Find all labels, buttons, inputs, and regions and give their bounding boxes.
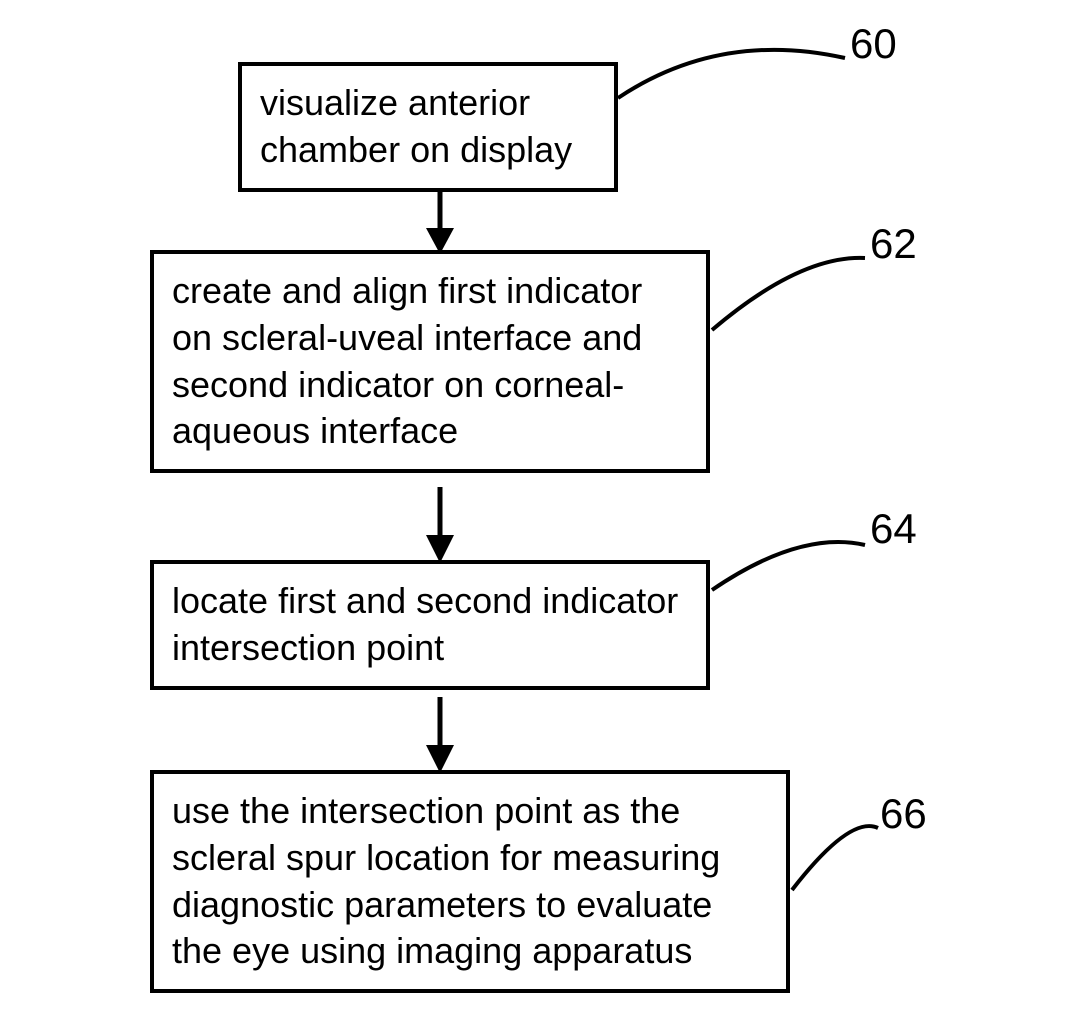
callout-label-66-text: 66 [880, 790, 927, 837]
callout-line-66 [0, 0, 1090, 1034]
callout-label-66: 66 [880, 790, 927, 838]
